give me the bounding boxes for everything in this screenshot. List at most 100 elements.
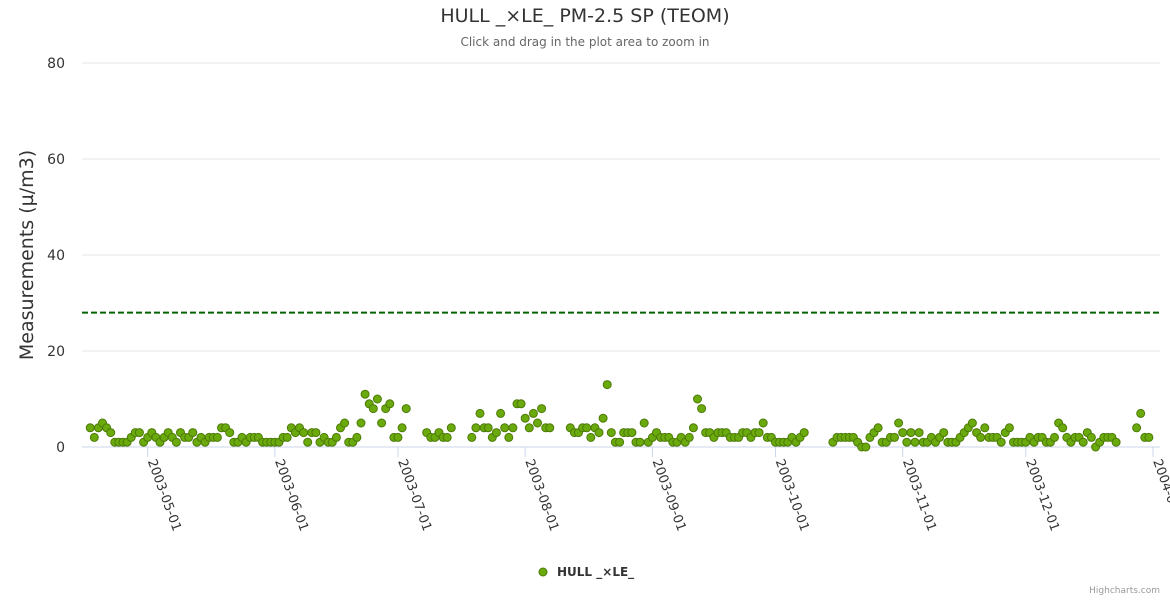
- x-tick-label: 2003-09-01: [649, 457, 689, 533]
- data-point[interactable]: [1004, 423, 1014, 433]
- y-axis: 0 20 40 60 80: [47, 56, 65, 456]
- x-axis: 2003-05-01 2003-06-01 2003-07-01 2003-08-01…: [144, 447, 1170, 533]
- data-point[interactable]: [1078, 437, 1088, 447]
- data-point[interactable]: [303, 437, 313, 447]
- data-point[interactable]: [508, 423, 518, 433]
- data-point[interactable]: [598, 413, 608, 423]
- data-point[interactable]: [85, 423, 95, 433]
- legend-marker: [538, 567, 548, 577]
- data-point[interactable]: [693, 394, 702, 404]
- data-point[interactable]: [471, 423, 481, 433]
- data-point[interactable]: [586, 432, 596, 442]
- x-tick-label: 2003-08-01: [521, 457, 561, 533]
- data-point[interactable]: [225, 428, 235, 438]
- data-point[interactable]: [401, 404, 411, 414]
- data-point[interactable]: [368, 404, 378, 414]
- data-point[interactable]: [1136, 408, 1146, 418]
- data-point[interactable]: [758, 418, 768, 428]
- data-point[interactable]: [475, 408, 485, 418]
- credits-link[interactable]: Highcharts.com: [1089, 586, 1160, 596]
- data-point[interactable]: [467, 432, 477, 442]
- data-point[interactable]: [360, 389, 370, 399]
- y-tick-label: 80: [47, 56, 65, 72]
- data-point[interactable]: [340, 418, 350, 428]
- data-point[interactable]: [890, 432, 899, 442]
- legend[interactable]: HULL _×LE_: [538, 565, 634, 580]
- data-point[interactable]: [134, 428, 144, 438]
- data-point[interactable]: [1050, 432, 1059, 442]
- data-point[interactable]: [352, 432, 362, 442]
- data-point[interactable]: [606, 428, 616, 438]
- data-point[interactable]: [1086, 432, 1096, 442]
- data-point[interactable]: [106, 428, 116, 438]
- data-point[interactable]: [1111, 437, 1121, 447]
- y-axis-title: Measurements (µ/m3): [16, 150, 38, 360]
- data-point[interactable]: [385, 399, 395, 409]
- data-point[interactable]: [684, 432, 694, 442]
- data-points[interactable]: [85, 380, 1154, 452]
- data-point[interactable]: [442, 432, 452, 442]
- data-point[interactable]: [212, 432, 222, 442]
- data-point[interactable]: [697, 404, 707, 414]
- data-point[interactable]: [500, 423, 510, 433]
- data-point[interactable]: [873, 423, 883, 433]
- data-point[interactable]: [393, 432, 403, 442]
- data-point[interactable]: [1132, 423, 1142, 433]
- data-point[interactable]: [311, 428, 321, 438]
- x-tick-label: 2003-07-01: [394, 457, 434, 533]
- y-tick-label: 0: [56, 440, 65, 456]
- data-point[interactable]: [356, 418, 366, 428]
- data-point[interactable]: [331, 432, 341, 442]
- data-point[interactable]: [545, 423, 555, 433]
- data-point[interactable]: [496, 408, 506, 418]
- data-point[interactable]: [688, 423, 698, 433]
- x-tick-label: 2003-12-01: [1022, 457, 1062, 533]
- data-point[interactable]: [898, 428, 908, 438]
- data-point[interactable]: [906, 428, 916, 438]
- data-point[interactable]: [533, 418, 542, 428]
- data-point[interactable]: [397, 423, 407, 433]
- data-point[interactable]: [902, 437, 912, 447]
- data-point[interactable]: [1058, 423, 1068, 433]
- data-point[interactable]: [914, 428, 924, 438]
- data-point[interactable]: [171, 437, 181, 447]
- data-point[interactable]: [980, 423, 990, 433]
- legend-label: HULL _×LE_: [557, 565, 634, 580]
- data-point[interactable]: [89, 432, 99, 442]
- data-point[interactable]: [520, 413, 530, 423]
- data-point[interactable]: [894, 418, 904, 428]
- data-point[interactable]: [377, 418, 387, 428]
- data-point[interactable]: [491, 428, 501, 438]
- data-point[interactable]: [516, 399, 526, 409]
- data-point[interactable]: [799, 428, 809, 438]
- data-point[interactable]: [524, 423, 534, 433]
- data-point[interactable]: [639, 418, 649, 428]
- chart-title: HULL _×LE_ PM-2.5 SP (TEOM): [440, 5, 730, 27]
- data-point[interactable]: [282, 432, 292, 442]
- data-point[interactable]: [615, 437, 625, 447]
- y-tick-label: 40: [47, 248, 65, 264]
- data-point[interactable]: [446, 423, 456, 433]
- data-point[interactable]: [188, 428, 198, 438]
- data-point[interactable]: [996, 437, 1006, 447]
- data-point[interactable]: [372, 394, 382, 404]
- data-point[interactable]: [910, 437, 920, 447]
- data-point[interactable]: [1144, 432, 1154, 442]
- data-point[interactable]: [537, 404, 547, 414]
- data-point[interactable]: [635, 437, 645, 447]
- data-point[interactable]: [976, 432, 986, 442]
- data-point[interactable]: [754, 428, 764, 438]
- data-point[interactable]: [582, 423, 592, 433]
- data-point[interactable]: [299, 428, 309, 438]
- data-point[interactable]: [483, 423, 493, 433]
- data-point[interactable]: [861, 442, 871, 452]
- data-point[interactable]: [504, 432, 514, 442]
- x-tick-label: 2004-0: [1149, 457, 1170, 505]
- data-point[interactable]: [594, 428, 604, 438]
- data-point[interactable]: [602, 380, 612, 390]
- data-point[interactable]: [939, 428, 949, 438]
- data-point[interactable]: [528, 408, 538, 418]
- data-point[interactable]: [967, 418, 977, 428]
- data-point[interactable]: [627, 428, 637, 438]
